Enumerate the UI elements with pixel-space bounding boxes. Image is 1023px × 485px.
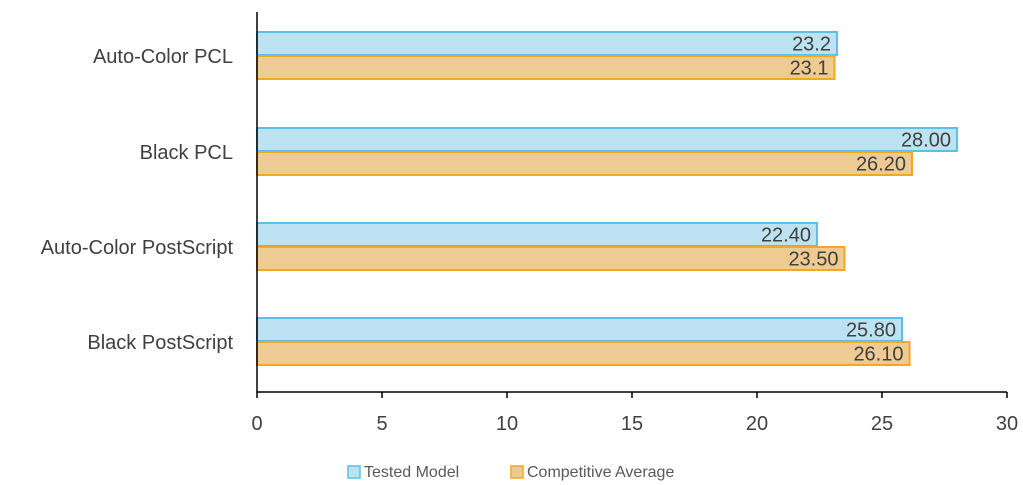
bar-competitive-average-2 (256, 246, 846, 271)
x-tick-label-0: 0 (251, 413, 262, 435)
x-tick-label-6: 30 (996, 413, 1018, 435)
data-label-tested-model-3: 25.80 (846, 320, 896, 342)
category-label-0: Auto-Color PCL (93, 46, 233, 68)
data-label-competitive-average-3: 26.10 (853, 344, 903, 366)
bar-competitive-average-3 (256, 341, 911, 366)
legend: Tested Model Competitive Average (347, 464, 674, 481)
data-label-tested-model-2: 22.40 (761, 225, 811, 247)
legend-label-competitive-average: Competitive Average (527, 464, 674, 481)
bar-tested-model-2 (256, 222, 818, 247)
x-tick-label-5: 25 (871, 413, 893, 435)
data-label-competitive-average-2: 23.50 (788, 249, 838, 271)
data-label-tested-model-0: 23.2 (792, 34, 831, 56)
axes (256, 12, 1008, 398)
x-tick-label-2: 10 (496, 413, 518, 435)
category-label-3: Black PostScript (87, 332, 233, 354)
data-label-competitive-average-0: 23.1 (790, 58, 829, 80)
bar-tested-model-1 (256, 127, 958, 152)
legend-swatch-competitive-average (510, 465, 524, 479)
bar-competitive-average-1 (256, 151, 913, 176)
bar-tested-model-0 (256, 31, 838, 56)
bar-competitive-average-0 (256, 55, 836, 80)
x-tick-label-4: 20 (746, 413, 768, 435)
x-tick-label-1: 5 (376, 413, 387, 435)
data-label-tested-model-1: 28.00 (901, 130, 951, 152)
x-tick-label-3: 15 (621, 413, 643, 435)
bars-layer (256, 31, 958, 366)
legend-label-tested-model: Tested Model (364, 464, 459, 481)
category-label-1: Black PCL (140, 142, 233, 164)
legend-swatch-tested-model (347, 465, 361, 479)
category-label-2: Auto-Color PostScript (41, 237, 234, 259)
bar-tested-model-3 (256, 317, 903, 342)
category-labels: Auto-Color PCL Black PCL Auto-Color PostSc… (41, 46, 234, 354)
x-tick-labels: 0 5 10 15 20 25 30 (251, 413, 1018, 435)
data-label-competitive-average-1: 26.20 (856, 154, 906, 176)
